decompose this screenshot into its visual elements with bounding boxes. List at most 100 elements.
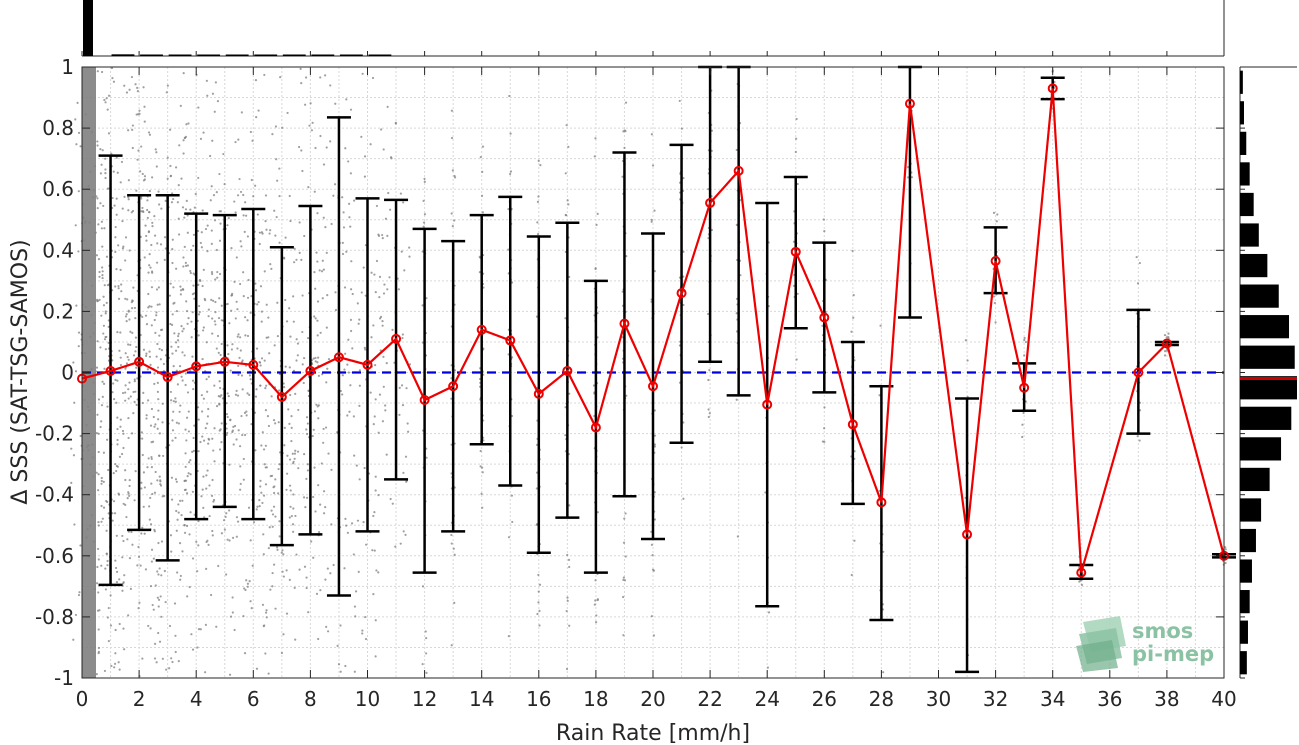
scatter-point (189, 511, 192, 514)
scatter-point (261, 501, 264, 505)
scatter-point (197, 176, 200, 180)
scatter-point (122, 502, 125, 505)
scatter-point (154, 423, 157, 426)
scatter-point (129, 330, 132, 333)
scatter-point (125, 91, 129, 94)
scatter-point (206, 415, 210, 418)
scatter-point (186, 391, 190, 394)
scatter-point (910, 176, 914, 179)
scatter-point (268, 352, 271, 355)
scatter-point (176, 571, 179, 574)
scatter-point (389, 156, 393, 159)
scatter-point (116, 443, 119, 446)
scatter-point (364, 637, 368, 641)
scatter-point (312, 428, 315, 431)
scatter-point (294, 449, 297, 452)
scatter-point (822, 218, 825, 221)
top-hist-bar (225, 54, 249, 56)
scatter-point (215, 347, 218, 350)
scatter-point (121, 247, 125, 250)
scatter-point (136, 86, 139, 89)
right-hist-bar (1240, 253, 1268, 278)
scatter-point (244, 201, 247, 204)
scatter-point (185, 439, 188, 442)
scatter-point (148, 350, 151, 353)
scatter-point (106, 559, 109, 563)
scatter-point (237, 364, 240, 368)
scatter-point (398, 413, 401, 416)
scatter-point (101, 276, 104, 280)
scatter-point (243, 652, 247, 655)
scatter-point (129, 395, 132, 398)
scatter-point (106, 564, 109, 567)
scatter-point (264, 611, 268, 614)
scatter-point (140, 487, 143, 490)
scatter-point (374, 398, 377, 401)
scatter-point (171, 238, 174, 241)
scatter-point (421, 304, 424, 307)
scatter-point (102, 506, 106, 509)
scatter-point (171, 192, 174, 195)
scatter-point (622, 634, 625, 637)
scatter-point (177, 503, 180, 506)
scatter-point (796, 292, 799, 295)
scatter-point (138, 601, 141, 604)
scatter-point (259, 384, 262, 387)
scatter-point (97, 646, 100, 650)
scatter-point (314, 360, 317, 363)
scatter-point (401, 404, 405, 407)
scatter-point (147, 306, 150, 309)
scatter-point (339, 670, 342, 673)
scatter-point (234, 211, 237, 214)
scatter-point (246, 235, 249, 238)
scatter-point (102, 204, 105, 208)
scatter-point (566, 596, 569, 599)
scatter-point (387, 191, 390, 195)
scatter-point (304, 506, 307, 509)
right-hist-bar (1240, 101, 1244, 125)
scatter-point (372, 324, 375, 327)
scatter-point (382, 292, 386, 295)
scatter-point (303, 453, 306, 456)
scatter-point (568, 504, 571, 507)
scatter-point (182, 72, 185, 75)
scatter-point (907, 176, 910, 179)
scatter-point (1022, 411, 1025, 415)
scatter-point (93, 321, 96, 325)
mean-point (505, 335, 516, 346)
scatter-point (794, 150, 797, 154)
x-axis-label: Rain Rate [mm/h] (556, 721, 750, 745)
scatter-point (92, 475, 95, 478)
scatter-point (288, 307, 291, 310)
scatter-point (119, 363, 123, 367)
scatter-point (103, 98, 106, 102)
scatter-point (566, 599, 569, 602)
scatter-point (343, 567, 346, 570)
scatter-point (121, 207, 124, 210)
scatter-point (184, 428, 187, 431)
scatter-point (146, 466, 149, 469)
scatter-point (150, 441, 153, 444)
scatter-point (186, 595, 189, 598)
scatter-point (100, 163, 103, 166)
scatter-point (153, 382, 156, 385)
scatter-point (158, 203, 161, 206)
scatter-point (131, 146, 134, 150)
scatter-point (325, 326, 328, 329)
scatter-point (450, 109, 454, 112)
scatter-point (391, 502, 394, 505)
scatter-point (214, 278, 217, 281)
scatter-point (622, 595, 625, 599)
scatter-point (143, 486, 146, 489)
scatter-point (226, 392, 229, 395)
scatter-point (124, 259, 127, 262)
scatter-point (271, 585, 274, 588)
scatter-point (314, 146, 317, 150)
scatter-point (389, 497, 392, 501)
scatter-point (248, 374, 252, 377)
right-hist-bar (1240, 345, 1295, 369)
right-hist-bar (1240, 498, 1262, 522)
scatter-point (356, 519, 360, 522)
scatter-point (297, 408, 300, 412)
scatter-point (101, 270, 104, 273)
